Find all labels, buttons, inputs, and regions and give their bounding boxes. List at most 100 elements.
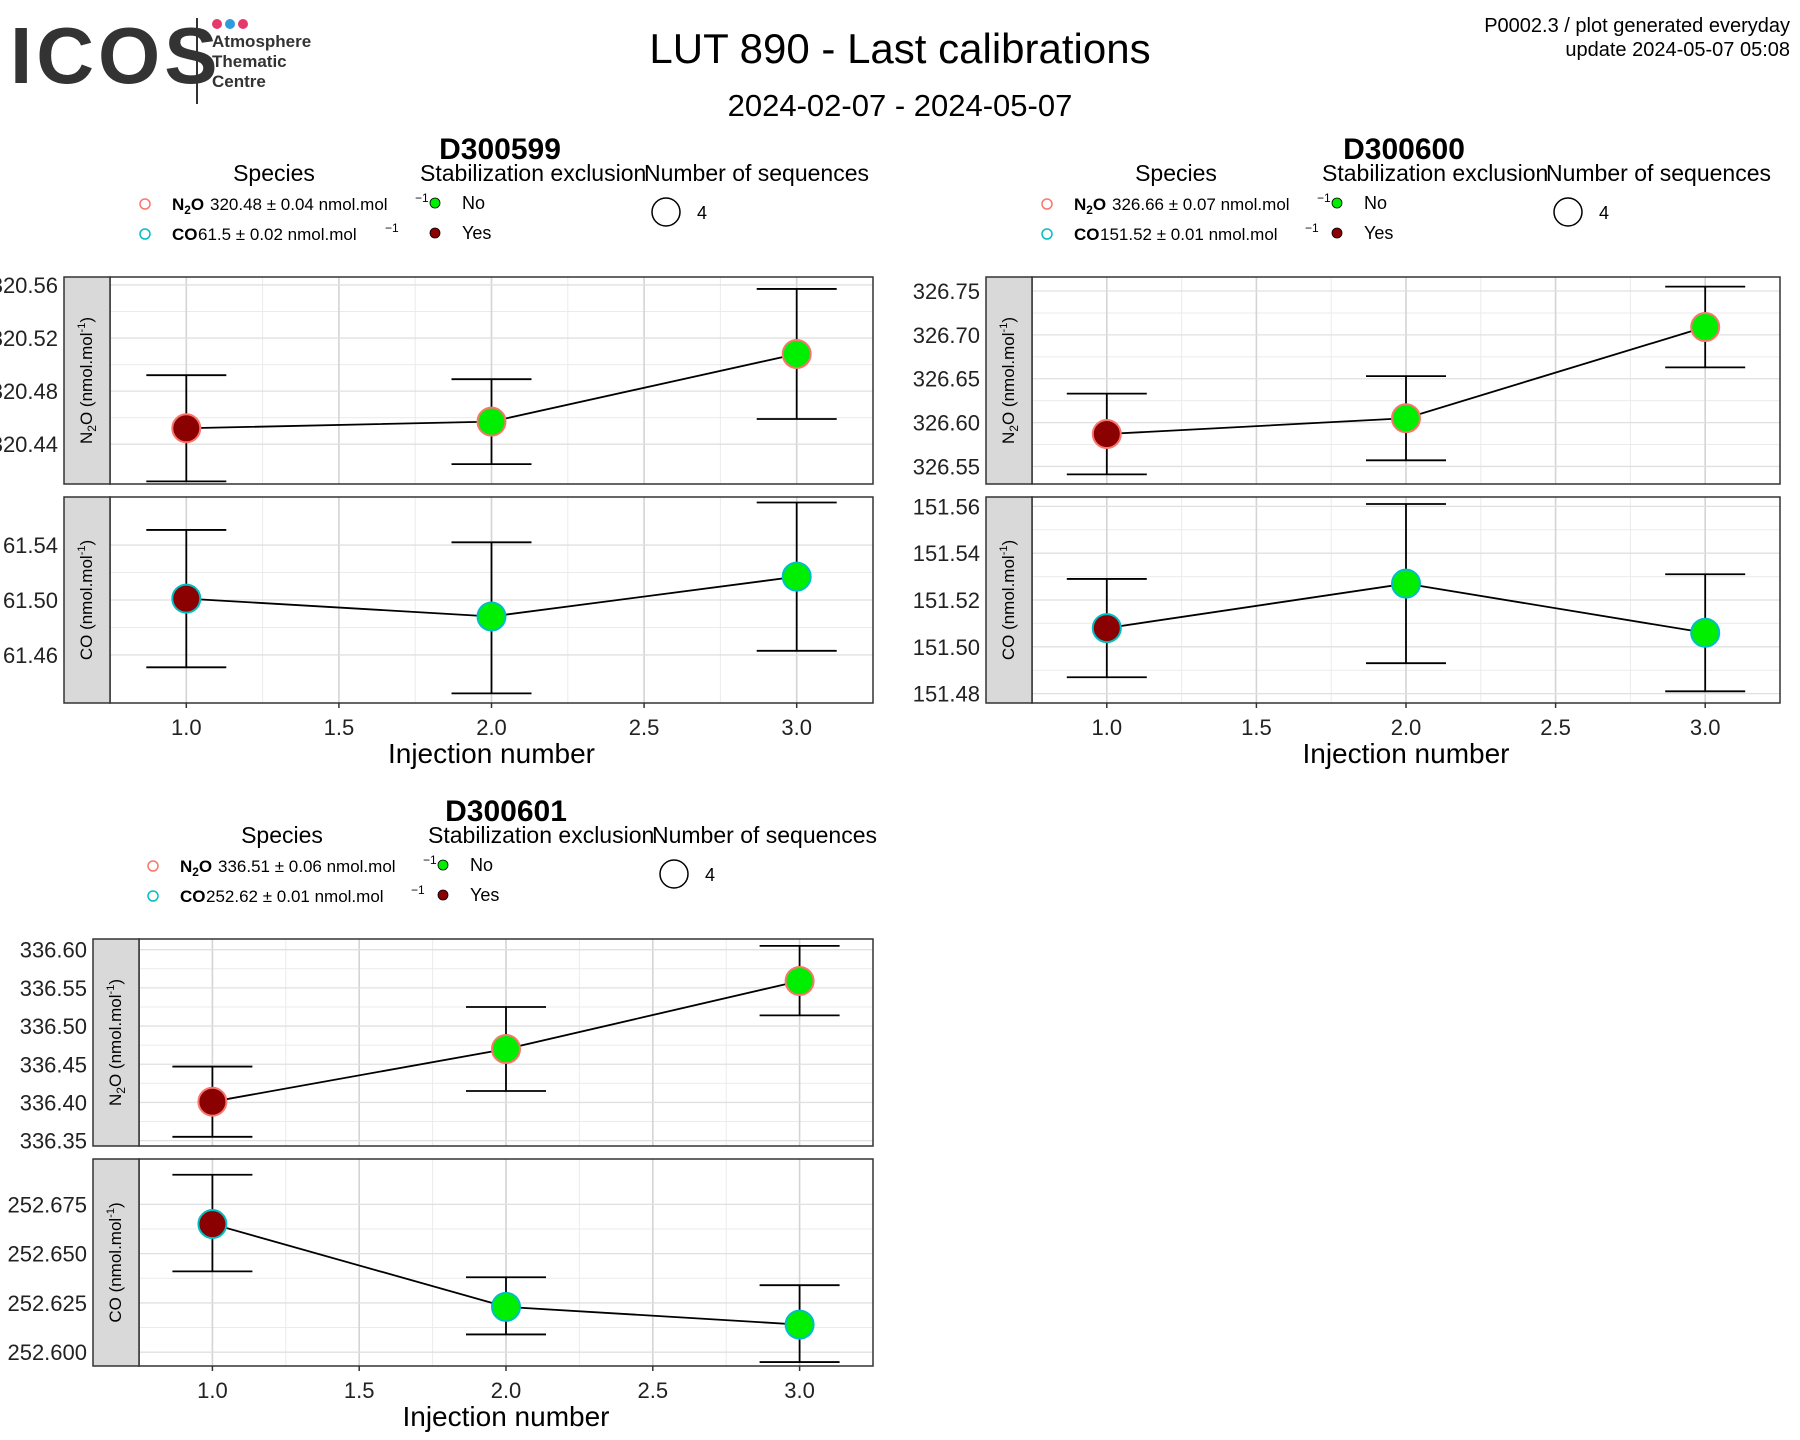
y-tick-label: 151.54 [913, 541, 980, 566]
y-tick-label: 320.56 [0, 273, 58, 298]
legend-species-value: 336.51 ± 0.06 nmol.mol [218, 857, 396, 876]
y-tick-label: 61.54 [3, 533, 58, 558]
page-subtitle: 2024-02-07 - 2024-05-07 [727, 88, 1073, 123]
data-point [1091, 613, 1122, 644]
legend-species-key-co [147, 890, 159, 902]
chart-title: D300599 [439, 133, 561, 166]
data-point [491, 1033, 521, 1064]
legend-species-name: CO [1074, 225, 1100, 244]
x-tick-label: 3.0 [1690, 715, 1721, 740]
legend-unit-exponent: −1 [423, 853, 437, 867]
strip-label: CO (nmol.mol-1) [105, 1202, 125, 1322]
x-tick-label: 2.0 [1391, 715, 1422, 740]
legend-exclusion-key-yes [1331, 227, 1343, 239]
legend-species-key-n2o [139, 198, 151, 210]
page-title: LUT 890 - Last calibrations [649, 25, 1151, 72]
legend-exclusion-key-yes [437, 889, 449, 901]
y-tick-label: 320.44 [0, 432, 58, 457]
panel-n2o: N2O (nmol.mol-1) 336.35 336.40 336.45 336.50… [20, 938, 874, 1154]
strip-label: CO (nmol.mol-1) [76, 540, 96, 660]
panel-co: CO (nmol.mol-1) 151.48 151.50 151.52 151.54 1… [913, 494, 1781, 707]
legend-exclusion-label: Yes [1364, 223, 1393, 243]
legend-species-key-n2o [1041, 198, 1053, 210]
y-tick-label: 320.48 [0, 379, 58, 404]
y-tick-label: 151.56 [913, 494, 980, 519]
y-tick-label: 336.50 [20, 1014, 87, 1039]
legend-species-value: 326.66 ± 0.07 nmol.mol [1112, 195, 1290, 214]
data-point [197, 1086, 228, 1117]
chart-title: D300600 [1343, 133, 1465, 166]
logo-divider [196, 18, 198, 104]
x-tick-label: 1.0 [171, 715, 202, 740]
legend-species-key-n2o [147, 860, 159, 872]
strip-background [63, 276, 111, 485]
legend-species-name: N2O [1074, 195, 1106, 217]
data-point [197, 1209, 228, 1240]
legend-sequences-title: Number of sequences [644, 160, 869, 186]
data-point [476, 601, 507, 632]
logo-wordmark: ICOS [10, 11, 222, 100]
y-tick-label: 326.65 [913, 367, 980, 392]
y-tick-label: 326.55 [913, 454, 980, 479]
y-tick-label: 252.600 [7, 1340, 87, 1365]
y-tick-label: 336.60 [20, 938, 87, 963]
legend-unit-exponent: −1 [1317, 191, 1331, 205]
strip-background [985, 496, 1033, 704]
y-tick-label: 320.52 [0, 326, 58, 351]
x-axis-label: Injection number [402, 1401, 609, 1432]
legend-species-name: N2O [172, 195, 204, 217]
y-tick-label: 151.52 [913, 588, 980, 613]
x-tick-label: 2.5 [1540, 715, 1571, 740]
data-point [1391, 403, 1421, 434]
data-point [491, 1291, 521, 1322]
data-point [1391, 568, 1421, 599]
legend-exclusion-key-no [1331, 197, 1343, 209]
data-point [784, 1309, 815, 1340]
chart-title: D300601 [445, 795, 567, 828]
legend-sequences-title: Number of sequences [1546, 160, 1771, 186]
legend-species-value: 320.48 ± 0.04 nmol.mol [210, 195, 388, 214]
legend-stabilization-title: Stabilization exclusion [1322, 160, 1548, 186]
x-tick-label: 3.0 [781, 715, 812, 740]
panel-n2o: N2O (nmol.mol-1) 326.55 326.60 326.65 326.70… [913, 276, 1781, 485]
legend-sequences-key [1553, 197, 1583, 227]
legend-species-title: Species [233, 160, 315, 186]
x-tick-label: 2.5 [638, 1378, 669, 1403]
x-tick-label: 1.0 [1092, 715, 1123, 740]
legend-sequences-key [659, 859, 689, 889]
x-tick-label: 1.5 [324, 715, 355, 740]
y-tick-label: 61.46 [3, 643, 58, 668]
x-tick-label: 1.0 [197, 1378, 228, 1403]
y-tick-label: 151.48 [913, 682, 980, 707]
y-tick-label: 252.625 [7, 1291, 87, 1316]
legend-species-key-co [139, 228, 151, 240]
legend-species-title: Species [241, 822, 323, 848]
y-tick-label: 326.75 [913, 279, 980, 304]
legend-exclusion-key-no [429, 197, 441, 209]
legend-unit-exponent: −1 [385, 221, 399, 235]
x-tick-label: 2.5 [629, 715, 660, 740]
data-point [1690, 311, 1721, 342]
legend-species-value: 252.62 ± 0.01 nmol.mol [206, 887, 384, 906]
chart-d300600: D300600 Species Stabilization exclusionNum… [913, 133, 1781, 769]
y-tick-label: 151.50 [913, 635, 980, 660]
legend-species-name: CO [172, 225, 198, 244]
legend-sequences-label: 4 [705, 865, 715, 885]
legend-species-key-co [1041, 228, 1053, 240]
legend-exclusion-label: Yes [462, 223, 491, 243]
y-tick-label: 336.55 [20, 976, 87, 1001]
strip-label: N2O (nmol.mol-1) [998, 317, 1021, 444]
legend-exclusion-label: No [462, 193, 485, 213]
legend-sequences-label: 4 [1599, 203, 1609, 223]
chart-d300599: D300599 Species Stabilization exclusionNum… [0, 133, 874, 769]
corner-line-1: P0002.3 / plot generated everyday [1484, 15, 1790, 37]
legend-stabilization-title: Stabilization exclusion [420, 160, 646, 186]
strip-background [92, 1158, 140, 1367]
legend-exclusion-label: Yes [470, 885, 499, 905]
legend-exclusion-key-yes [429, 227, 441, 239]
y-tick-label: 336.40 [20, 1090, 87, 1115]
legend-sequences-title: Number of sequences [652, 822, 877, 848]
legend-exclusion-label: No [1364, 193, 1387, 213]
legend-stabilization-title: Stabilization exclusion [428, 822, 654, 848]
